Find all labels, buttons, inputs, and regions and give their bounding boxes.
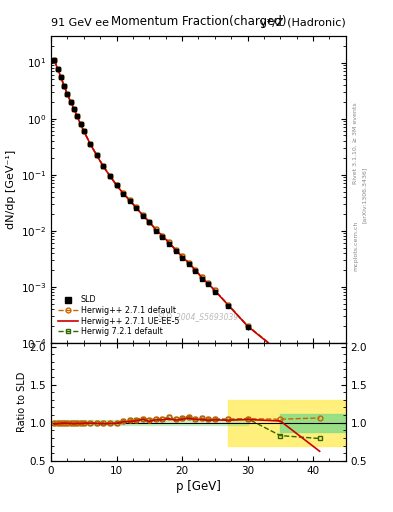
Text: γ*/Z (Hadronic): γ*/Z (Hadronic) — [260, 17, 346, 28]
Text: Rivet 3.1.10, ≥ 3M events: Rivet 3.1.10, ≥ 3M events — [353, 102, 358, 184]
Y-axis label: dN/dp [GeV⁻¹]: dN/dp [GeV⁻¹] — [6, 150, 17, 229]
Text: SLD_2004_S5693039: SLD_2004_S5693039 — [158, 312, 239, 321]
Legend: SLD, Herwig++ 2.7.1 default, Herwig++ 2.7.1 UE-EE-5, Herwig 7.2.1 default: SLD, Herwig++ 2.7.1 default, Herwig++ 2.… — [55, 293, 182, 339]
X-axis label: p [GeV]: p [GeV] — [176, 480, 221, 493]
Text: [arXiv:1306.3436]: [arXiv:1306.3436] — [362, 166, 367, 223]
Y-axis label: Ratio to SLD: Ratio to SLD — [17, 372, 27, 432]
Text: 91 GeV ee: 91 GeV ee — [51, 17, 109, 28]
Text: mcplots.cern.ch: mcplots.cern.ch — [353, 221, 358, 271]
Text: Momentum Fraction(charged): Momentum Fraction(charged) — [111, 14, 286, 28]
